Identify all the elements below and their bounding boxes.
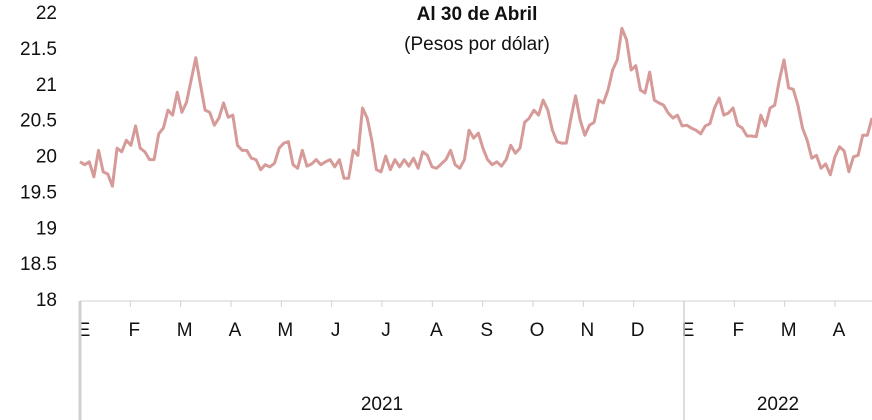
- y-tick-label: 19.5: [20, 182, 57, 203]
- y-tick-label: 19: [36, 218, 57, 239]
- x-tick-label: J: [381, 320, 391, 341]
- y-tick-label: 21: [36, 75, 57, 96]
- y-tick-label: 22: [36, 3, 57, 24]
- x-tick-label: N: [580, 320, 594, 341]
- x-group-label: 2022: [757, 394, 799, 415]
- x-tick-label: M: [781, 320, 797, 341]
- y-tick-label: 18: [36, 290, 57, 311]
- x-tick-label: F: [129, 320, 141, 341]
- chart-subtitle: (Pesos por dólar): [404, 34, 550, 55]
- x-tick-label: A: [430, 320, 443, 341]
- x-tick-label: A: [229, 320, 242, 341]
- y-tick-label: 20: [36, 147, 57, 168]
- series-line: [79, 26, 872, 188]
- y-tick-label: 20.5: [20, 111, 57, 132]
- x-tick-label: A: [833, 320, 846, 341]
- x-tick-label: M: [277, 320, 293, 341]
- x-tick-label: F: [733, 320, 745, 341]
- x-group-label: 2021: [361, 394, 403, 415]
- y-tick-label: 18.5: [20, 254, 57, 275]
- x-tick-label: S: [480, 320, 493, 341]
- y-tick-label: 21.5: [20, 39, 57, 60]
- x-tick-label: E: [682, 320, 695, 341]
- x-tick-label: D: [631, 320, 645, 341]
- x-tick-label: J: [331, 320, 341, 341]
- x-tick-label: O: [530, 320, 545, 341]
- x-tick-label: M: [177, 320, 193, 341]
- chart-title: Al 30 de Abril: [417, 4, 538, 25]
